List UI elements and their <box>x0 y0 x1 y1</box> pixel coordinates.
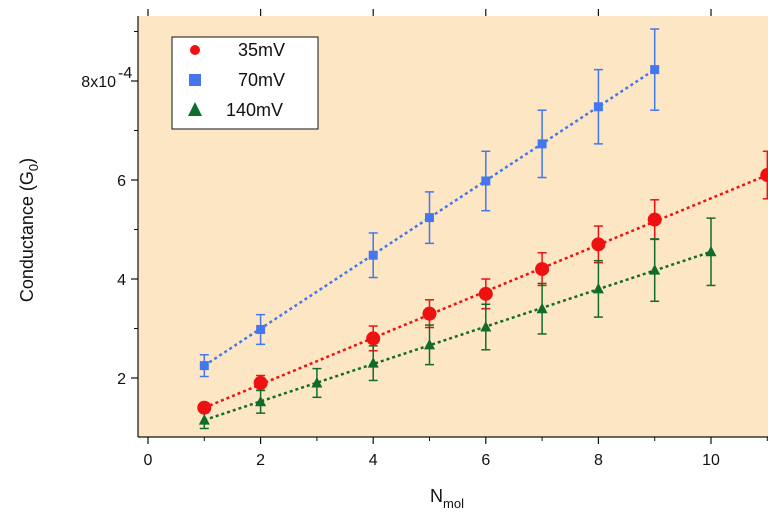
data-point-140mv <box>311 376 323 388</box>
data-point-35mv <box>253 375 268 390</box>
legend: 35mV 70mV 140mV <box>171 36 319 130</box>
data-point-35mv <box>647 212 662 227</box>
x-tick-label: 4 <box>369 452 378 469</box>
data-point-35mv <box>366 331 381 346</box>
data-point-140mv <box>536 302 548 314</box>
data-point-70mv <box>256 324 266 334</box>
y-exponent-label: -4 <box>118 65 132 82</box>
data-point-35mv <box>197 400 212 415</box>
x-tick-label: 0 <box>144 452 153 469</box>
legend-marker-140mv <box>188 102 202 116</box>
data-point-140mv <box>367 357 379 368</box>
x-tick-label: 10 <box>702 452 720 469</box>
data-point-140mv <box>198 414 210 425</box>
data-point-70mv <box>593 102 603 112</box>
legend-label-140mv: 140mV <box>226 100 283 120</box>
legend-label-70mv: 70mV <box>238 70 285 90</box>
data-point-140mv <box>705 245 717 257</box>
legend-label-35mv: 35mV <box>238 40 285 60</box>
x-axis-title-main: N <box>430 486 443 506</box>
x-axis-title: Nmol <box>430 486 464 511</box>
x-tick-label: 2 <box>256 452 265 469</box>
data-point-70mv <box>199 361 209 371</box>
data-point-35mv <box>422 306 437 321</box>
y-tick-label: 8x10 <box>81 74 116 91</box>
y-axis-title: Conductance (G0) <box>17 158 41 302</box>
data-point-140mv <box>424 338 435 350</box>
data-markers <box>197 65 768 425</box>
y-tick-label: 2 <box>117 371 126 388</box>
data-point-70mv <box>368 250 378 260</box>
y-tick-label: 4 <box>117 272 126 289</box>
data-point-140mv <box>592 282 604 294</box>
x-tick-label: 6 <box>481 452 490 469</box>
data-point-35mv <box>478 286 493 301</box>
data-point-35mv <box>760 168 768 183</box>
legend-marker-70mv <box>189 74 201 86</box>
y-axis-title-close: ) <box>17 158 37 164</box>
data-point-70mv <box>481 176 491 186</box>
data-point-140mv <box>255 395 267 407</box>
data-point-35mv <box>535 262 550 277</box>
y-axis-title-sub: 0 <box>26 164 41 171</box>
y-axis-title-main: Conductance (G <box>17 171 37 302</box>
data-point-35mv <box>591 237 606 252</box>
data-point-140mv <box>649 264 661 275</box>
x-axis-title-sub: mol <box>443 496 464 511</box>
x-tick-label: 8 <box>594 452 603 469</box>
data-point-70mv <box>537 139 547 149</box>
axes: 0 2 4 6 8 10 2 4 6 8x10-4 <box>81 9 768 469</box>
legend-marker-35mv <box>190 45 200 55</box>
fit-line-140mv <box>203 250 712 422</box>
data-point-70mv <box>425 213 434 223</box>
y-tick-label: 6 <box>117 173 126 190</box>
data-point-70mv <box>650 65 660 75</box>
fit-lines <box>203 68 768 422</box>
data-point-140mv <box>480 321 492 332</box>
